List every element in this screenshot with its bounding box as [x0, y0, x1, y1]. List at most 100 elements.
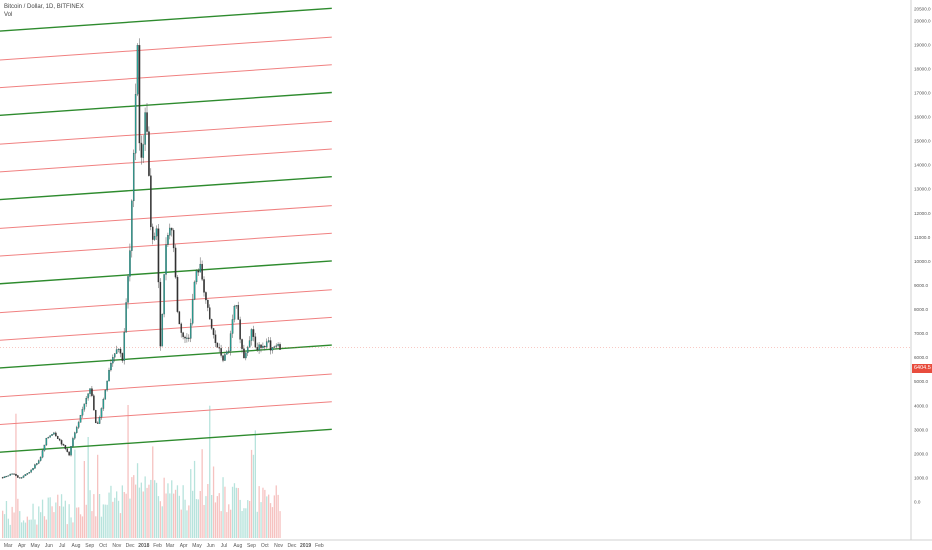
- candle-up: [262, 345, 264, 349]
- volume-bar: [260, 502, 262, 538]
- candle-down: [205, 292, 207, 301]
- candle-down: [214, 334, 217, 344]
- volume-bar: [66, 524, 68, 538]
- price-tick-label: 5000.0: [914, 379, 928, 384]
- candle-up: [113, 353, 116, 358]
- price-tick-label: 16000.0: [914, 115, 931, 120]
- volume-bar: [193, 460, 196, 538]
- volume-bar: [74, 449, 76, 538]
- volume-bar: [129, 498, 131, 538]
- candle-up: [81, 409, 84, 416]
- volume-bar: [76, 507, 78, 538]
- volume-bar: [207, 484, 209, 538]
- time-tick-label: Nov: [274, 543, 283, 549]
- time-tick-label: Mar: [166, 543, 175, 549]
- volume-bar: [273, 495, 275, 538]
- volume-bar: [148, 484, 150, 538]
- volume-bar: [110, 485, 112, 538]
- candle-up: [227, 350, 230, 352]
- volume-bar: [155, 482, 158, 538]
- volume-bar: [125, 493, 127, 538]
- volume-bar: [214, 502, 217, 538]
- volume-bar: [220, 511, 222, 538]
- volume-bar: [51, 506, 53, 538]
- volume-bar: [199, 491, 201, 538]
- volume-bar: [62, 506, 65, 538]
- volume-bar: [186, 510, 188, 538]
- candle-down: [212, 328, 215, 335]
- volume-bar: [171, 480, 173, 538]
- price-axis[interactable]: 20500.0 20000.0 19000.0 18000.0 17000.0 16000…: [914, 6, 931, 504]
- candle-down: [254, 336, 257, 348]
- time-tick-label: May: [192, 543, 202, 549]
- volume-bar: [243, 508, 245, 538]
- volume-bar: [264, 489, 266, 538]
- candle-up: [77, 422, 80, 428]
- volume-bar: [266, 496, 268, 538]
- volume-bar: [230, 509, 232, 538]
- price-tick-label: 14000.0: [914, 163, 931, 168]
- volume-bar: [195, 499, 198, 538]
- volume-bar: [167, 483, 169, 538]
- candle-up: [233, 305, 236, 320]
- volume-bar: [152, 446, 154, 538]
- volume-bar: [182, 485, 184, 538]
- volume-bar: [140, 482, 142, 538]
- time-tick-label: Apr: [180, 543, 188, 549]
- volume-bar: [32, 503, 34, 538]
- candle-up: [87, 393, 89, 399]
- volume-bar: [36, 524, 38, 538]
- candle-down: [96, 422, 99, 424]
- price-tick-label: 6000.0: [914, 355, 928, 360]
- volume-bar: [123, 492, 125, 538]
- candle-up: [20, 477, 23, 479]
- green-channel-line: [0, 7, 332, 32]
- symbol-title[interactable]: Bitcoin / Dollar, 1D, BITFINEX: [4, 4, 84, 10]
- candle-down: [121, 353, 124, 361]
- candle-up: [11, 473, 13, 475]
- volume-indicator-label[interactable]: Vol: [4, 12, 13, 18]
- volume-bar: [277, 494, 279, 538]
- volume-bar: [30, 519, 32, 538]
- volume-bar: [138, 487, 141, 538]
- volume-bar: [268, 494, 270, 538]
- candle-down: [252, 329, 255, 337]
- volume-bar: [216, 496, 218, 538]
- volume-bar: [173, 493, 175, 538]
- candle-down: [241, 339, 243, 349]
- candle-down: [148, 131, 150, 176]
- volume-bar: [222, 477, 224, 538]
- price-tick-label: 8000.0: [914, 307, 928, 312]
- candle-up: [34, 464, 36, 469]
- candle-up: [7, 475, 10, 477]
- candle-down: [184, 336, 186, 339]
- volume-bar: [205, 496, 207, 538]
- candle-down: [146, 112, 148, 132]
- volume-bar: [252, 454, 255, 538]
- candle-down: [15, 474, 17, 476]
- volume-bar: [249, 501, 251, 538]
- time-tick-label: 2019: [300, 543, 311, 549]
- time-tick-label: Jun: [45, 543, 53, 549]
- candle-down: [264, 345, 266, 348]
- volume-bar: [104, 504, 106, 538]
- volume-bar: [237, 488, 239, 538]
- candle-down: [66, 448, 69, 452]
- green-channel-line: [0, 428, 332, 453]
- volume-bar: [121, 485, 123, 538]
- chart-header: Bitcoin / Dollar, 1D, BITFINEX Vol: [4, 3, 84, 19]
- volume-bar: [68, 504, 70, 538]
- red-channel-line: [0, 232, 332, 257]
- candle-up: [189, 323, 192, 339]
- price-tick-label: 19000.0: [914, 42, 931, 47]
- volume-bar: [201, 449, 203, 538]
- time-axis[interactable]: Mar Apr May Jun Jul Aug Sep Oct Nov Dec 2018 Feb Mar…: [4, 543, 324, 549]
- volume-bar: [95, 516, 97, 538]
- candle-up: [127, 276, 129, 303]
- volume-bar: [235, 487, 237, 538]
- candle-down: [176, 277, 179, 312]
- candle-down: [94, 410, 97, 424]
- volume-bar: [106, 504, 108, 538]
- volume-bar: [40, 512, 42, 538]
